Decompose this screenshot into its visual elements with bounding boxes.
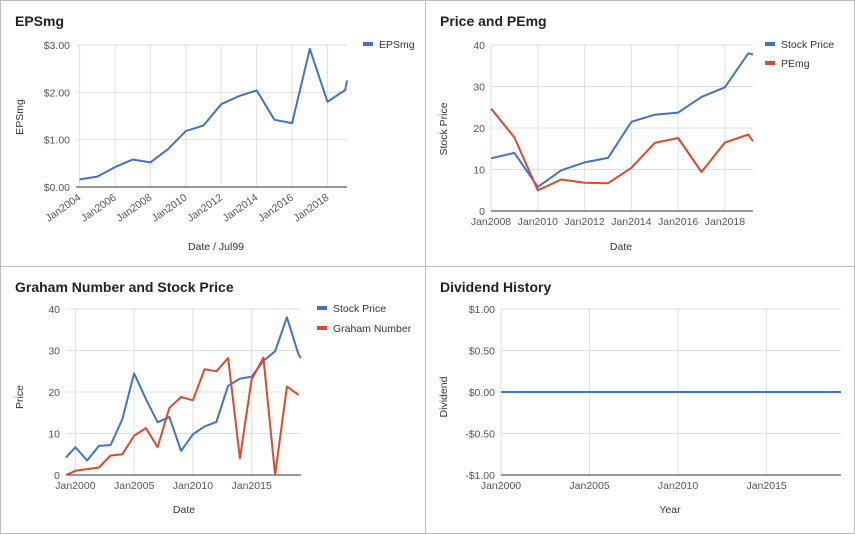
y-axis-title: Dividend: [438, 376, 450, 417]
series-line-0: [490, 52, 754, 188]
y-axis-title: EPSmg: [14, 99, 26, 135]
price-pemg-chart-panel: Price and PEmg 0 10 20 30 40 Jan2008 Jan2010 Ja…: [425, 0, 855, 267]
dividend-history-chart-panel: Dividend History -$1.00 -$0.50 $0.00 $0.50 $…: [425, 266, 855, 534]
chart-title: Graham Number and Stock Price: [15, 279, 234, 295]
x-axis-title: Date: [173, 504, 195, 516]
y-axis-title: Price: [14, 385, 26, 409]
graham-number-chart-panel: Graham Number and Stock Price 0 10 20 30 40 J…: [0, 266, 426, 534]
y-tick-label: -$1.00: [465, 470, 495, 482]
legend-swatch: [317, 326, 327, 330]
legend-label: Stock Price: [333, 303, 386, 315]
x-tick-label: Jan2012: [185, 192, 225, 225]
x-axis-title: Date / Jul99: [188, 241, 244, 253]
legend-swatch: [317, 306, 327, 310]
x-axis-title: Date: [610, 241, 632, 253]
series-line-0: [79, 47, 348, 181]
y-tick-label: 0: [479, 206, 485, 218]
chart-title: Dividend History: [440, 279, 552, 295]
legend-label: PEmg: [781, 58, 810, 70]
y-tick-label: -$0.50: [465, 429, 495, 441]
y-tick-label: $3.00: [44, 40, 70, 52]
x-tick-label: Jan2010: [150, 192, 190, 225]
y-tick-label: $0.50: [469, 346, 495, 358]
epsmg-chart: $0.00 $1.00 $2.00 $3.00 Jan2004Jan2006Jan200…: [14, 39, 415, 253]
x-tick-label: Jan2008: [114, 192, 154, 225]
graham-number-chart: 0 10 20 30 40 Jan2000 Jan2005 Jan2010 Jan2015 Dat…: [14, 303, 412, 516]
price-pemg-chart: 0 10 20 30 40 Jan2008 Jan2010 Jan2012 Jan2014 Jan…: [438, 39, 834, 253]
legend-swatch: [765, 42, 775, 46]
series-line-0: [65, 316, 302, 462]
x-tick-label: Jan2010: [518, 216, 558, 228]
chart-title: Price and PEmg: [440, 13, 547, 29]
legend-label: Graham Number: [333, 323, 412, 335]
x-tick-label: Jan2014: [611, 216, 651, 228]
y-tick-label: 20: [48, 387, 60, 399]
series-line-1: [490, 107, 754, 192]
y-tick-label: $1.00: [44, 135, 70, 147]
x-tick-label: Jan2006: [79, 192, 119, 225]
chart-title: EPSmg: [15, 13, 65, 29]
dividend-history-chart: -$1.00 -$0.50 $0.00 $0.50 $1.00 Jan2000 Jan200…: [438, 304, 841, 516]
x-tick-label: Jan2016: [658, 216, 698, 228]
y-tick-label: $2.00: [44, 87, 70, 99]
x-tick-label: Jan2014: [220, 192, 260, 225]
y-tick-label: 40: [473, 40, 485, 52]
series-line-1: [65, 356, 300, 476]
legend-label: EPSmg: [379, 39, 415, 51]
x-tick-label: Jan2000: [55, 480, 95, 492]
x-tick-label: Jan2018: [705, 216, 745, 228]
y-tick-label: 10: [473, 165, 485, 177]
epsmg-chart-panel: EPSmg $0.00 $1.00 $2.00 $3.00 Jan2004 Jan2006…: [0, 0, 426, 267]
legend-label: Stock Price: [781, 39, 834, 51]
y-tick-label: 20: [473, 123, 485, 135]
y-tick-label: $1.00: [469, 304, 495, 316]
y-axis-title: Stock Price: [438, 102, 450, 155]
x-tick-label: Jan2012: [564, 216, 604, 228]
x-tick-label: Jan2010: [658, 480, 698, 492]
y-tick-label: 30: [473, 82, 485, 94]
legend-swatch: [765, 61, 775, 65]
x-tick-label: Jan2015: [232, 480, 272, 492]
legend-swatch: [363, 42, 373, 46]
x-tick-label: Jan2008: [471, 216, 511, 228]
y-tick-label: $0.00: [469, 387, 495, 399]
y-tick-label: 30: [48, 346, 60, 358]
x-tick-label: Jan2000: [481, 480, 521, 492]
x-tick-label: Jan2018: [291, 192, 331, 225]
x-tick-label: Jan2005: [114, 480, 154, 492]
y-tick-label: 10: [48, 429, 60, 441]
y-tick-label: 40: [48, 304, 60, 316]
x-tick-label: Jan2015: [746, 480, 786, 492]
x-tick-label: Jan2005: [569, 480, 609, 492]
x-tick-label: Jan2010: [173, 480, 213, 492]
y-tick-label: $0.00: [44, 182, 70, 194]
y-tick-label: 0: [54, 470, 60, 482]
x-tick-label: Jan2004: [43, 192, 83, 225]
x-tick-label: Jan2016: [256, 192, 296, 225]
x-axis-title: Year: [659, 504, 681, 516]
